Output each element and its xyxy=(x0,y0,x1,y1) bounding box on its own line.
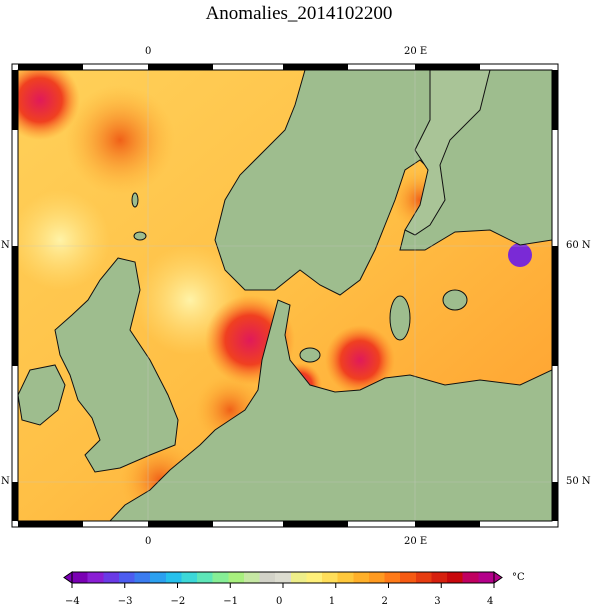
map-area xyxy=(18,70,552,521)
left-tick-50n: N xyxy=(1,476,10,487)
map-frame xyxy=(11,63,559,528)
top-tick-0: 0 xyxy=(145,46,152,57)
colorbar-tick-label: 1 xyxy=(328,596,336,607)
colorbar-ticks xyxy=(71,583,495,588)
colorbar-unit: °C xyxy=(512,572,525,583)
land-masses xyxy=(18,70,552,521)
colorbar-tick-label: −1 xyxy=(223,596,238,607)
colorbar-bar xyxy=(71,571,495,584)
right-tick-60n: 60 N xyxy=(566,240,591,251)
bottom-tick-0: 0 xyxy=(145,536,152,547)
colorbar-high-arrow xyxy=(493,571,503,584)
colorbar-tick-label: 0 xyxy=(276,596,283,607)
top-tick-20e: 20 E xyxy=(404,46,428,57)
right-tick-50n: 50 N xyxy=(566,476,591,487)
graticule xyxy=(18,70,552,521)
colorbar-low-arrow xyxy=(63,571,73,584)
left-tick-60n: N xyxy=(1,240,10,251)
colorbar-tick-label: −2 xyxy=(170,596,186,607)
bottom-tick-20e: 20 E xyxy=(404,536,428,547)
colorbar-tick-label: 3 xyxy=(434,596,441,607)
colorbar-tick-label: 2 xyxy=(381,596,388,607)
map-title: Anomalies_2014102200 xyxy=(205,3,393,24)
colorbar-tick-label: 4 xyxy=(487,596,494,607)
colorbar-tick-label: −4 xyxy=(65,596,80,607)
colorbar xyxy=(63,571,503,588)
colorbar-tick-label: −3 xyxy=(117,596,133,607)
